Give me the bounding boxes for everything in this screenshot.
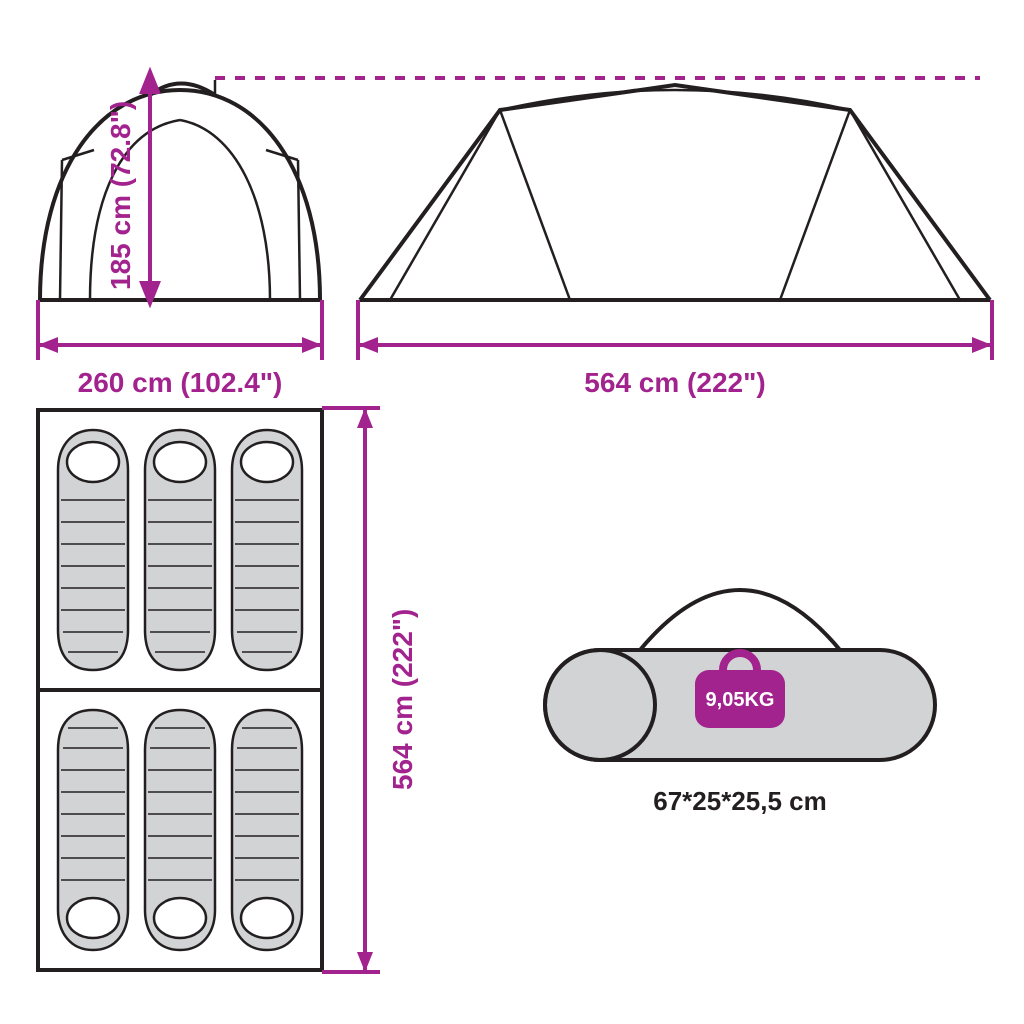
dim-length: 564 cm (222") bbox=[358, 300, 992, 398]
carry-bag: 9,05KG 67*25*25,5 cm bbox=[545, 590, 935, 816]
floor-plan bbox=[38, 410, 322, 970]
weight-value: 9,05KG bbox=[706, 689, 775, 711]
tent-dimensions-diagram: 185 cm (72.8") 260 cm (102.4") 564 cm (2… bbox=[0, 0, 1024, 1024]
dim-width-label: 260 cm (102.4") bbox=[78, 367, 283, 398]
dim-length-vertical: 564 cm (222") bbox=[322, 408, 418, 972]
dim-length-label: 564 cm (222") bbox=[584, 367, 765, 398]
dim-height-label: 185 cm (72.8") bbox=[105, 101, 136, 290]
sleeping-bag bbox=[58, 430, 302, 670]
tent-side-view bbox=[360, 85, 990, 300]
sleeping-bag bbox=[58, 710, 302, 950]
dim-height: 185 cm (72.8") bbox=[105, 72, 158, 303]
tent-front-view bbox=[40, 80, 320, 300]
dim-width: 260 cm (102.4") bbox=[38, 300, 322, 398]
dim-length-vertical-label: 564 cm (222") bbox=[387, 609, 418, 790]
bag-handle-icon bbox=[640, 590, 840, 650]
bag-dims-label: 67*25*25,5 cm bbox=[653, 786, 826, 816]
